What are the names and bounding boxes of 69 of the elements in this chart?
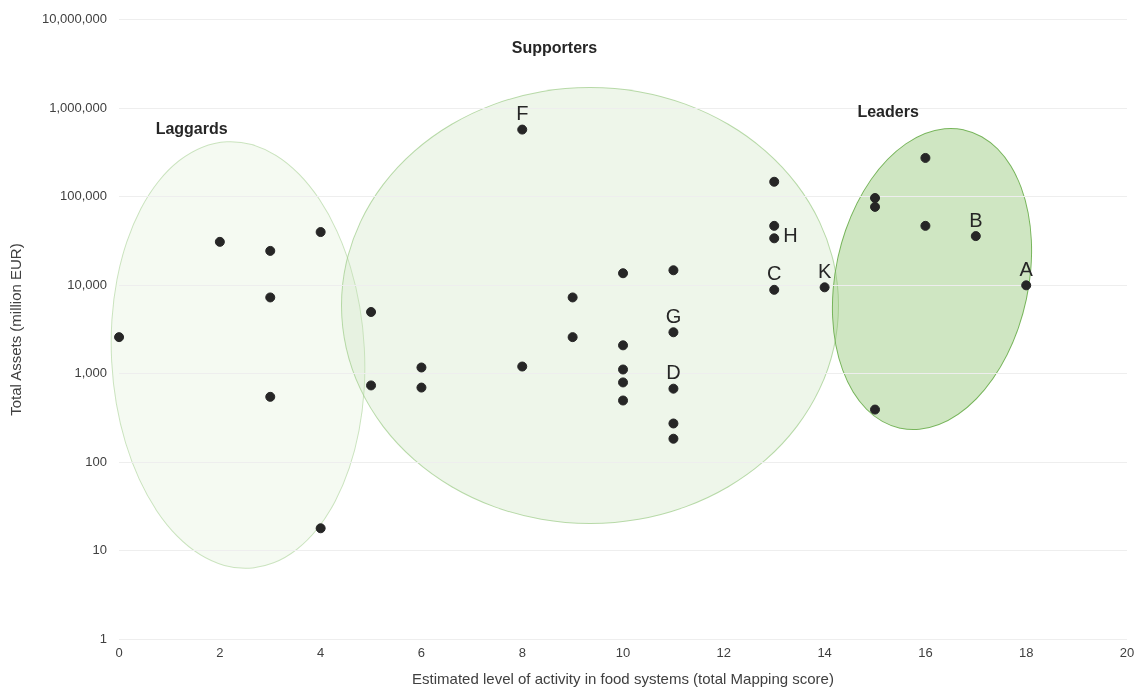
annotation: G — [665, 304, 682, 327]
point — [265, 391, 276, 402]
annotation: B — [969, 208, 983, 231]
point — [1021, 280, 1032, 291]
point — [769, 233, 780, 244]
point — [517, 361, 528, 372]
point — [920, 220, 931, 231]
x-axis-title: Estimated level of activity in food systems (total Mapping score) — [412, 670, 834, 688]
y-tick-label: 100 — [85, 453, 108, 469]
point — [567, 332, 578, 343]
annotation: Laggards — [155, 120, 228, 138]
point — [517, 124, 528, 135]
x-tick-label: 4 — [317, 644, 325, 660]
annotation: K — [817, 259, 832, 282]
point — [870, 193, 881, 203]
annotation: Supporters — [511, 39, 598, 57]
annotation: Leaders — [857, 102, 919, 120]
point — [618, 268, 629, 279]
y-tick-label: 10,000,000 — [41, 11, 108, 27]
x-tick-label: 6 — [417, 644, 426, 660]
point — [618, 340, 629, 351]
y-tick-label: 10 — [92, 542, 108, 558]
y-tick-label: 1,000 — [74, 365, 108, 381]
point — [769, 284, 780, 295]
x-tick-label: 10 — [615, 644, 631, 660]
y-tick-label: 100,000 — [60, 188, 108, 204]
point — [970, 231, 981, 242]
x-tick-label: 8 — [518, 644, 526, 660]
point — [366, 380, 377, 391]
annotation: H — [783, 223, 798, 246]
x-tick-label: 14 — [817, 644, 832, 660]
x-tick-label: 16 — [918, 644, 933, 660]
point — [870, 404, 881, 415]
x-tick-label: 20 — [1119, 644, 1135, 660]
point — [668, 433, 679, 444]
point — [920, 152, 931, 163]
point — [214, 236, 225, 247]
annotation: C — [767, 262, 782, 285]
y-tick-label: 1 — [99, 630, 108, 646]
x-tick-label: 12 — [716, 644, 732, 660]
point — [668, 265, 679, 276]
point — [870, 201, 881, 212]
point — [416, 382, 427, 393]
point — [668, 327, 679, 338]
point — [265, 245, 276, 256]
x-tick-label: 2 — [216, 644, 224, 660]
annotation: F — [516, 102, 529, 125]
y-axis-title: Total Assets (million EUR) — [7, 243, 25, 416]
point — [618, 364, 629, 375]
point — [567, 292, 578, 303]
point — [668, 383, 679, 394]
point — [769, 220, 780, 231]
annotation: A — [1019, 257, 1034, 280]
point — [366, 306, 377, 317]
y-tick-label: 10,000 — [67, 276, 108, 292]
annotation: D — [666, 361, 681, 384]
x-tick-label: 0 — [115, 644, 123, 660]
point — [618, 377, 629, 388]
point — [315, 227, 326, 238]
point — [114, 332, 125, 343]
point — [618, 395, 629, 406]
y-tick-label: 1,000,000 — [49, 99, 108, 115]
point — [769, 176, 780, 187]
point — [819, 282, 830, 293]
point — [265, 292, 276, 303]
point — [416, 362, 427, 373]
x-tick-label: 18 — [1018, 644, 1034, 660]
point — [668, 418, 679, 429]
point — [315, 523, 326, 534]
